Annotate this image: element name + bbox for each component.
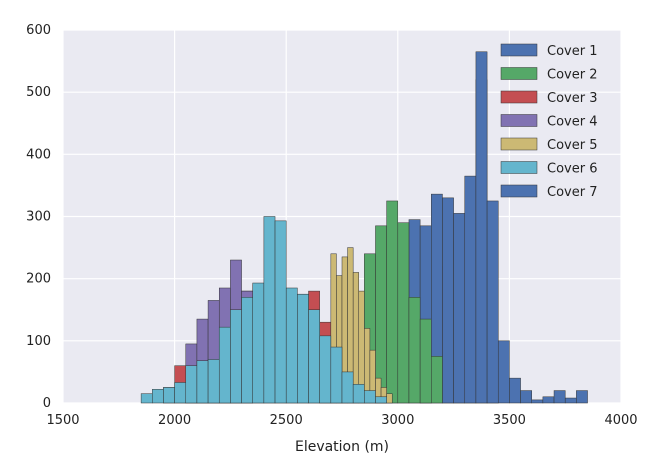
cover-6-bar: [207, 359, 220, 404]
cover-2-bar: [386, 200, 399, 404]
cover-1-bar: [442, 197, 454, 404]
x-tick-labels: 1500 2000 2500 3000 3500 4000: [46, 413, 637, 428]
legend-swatch: [500, 90, 538, 104]
y-tick-label: 200: [26, 272, 51, 287]
x-tick-label: 4000: [604, 413, 637, 428]
cover-6-bar: [308, 309, 320, 404]
legend-swatch: [500, 67, 538, 80]
y-tick-label: 500: [26, 85, 51, 100]
legend-swatch: [500, 137, 538, 151]
legend-swatch: [500, 184, 538, 198]
cover-1-bar: [564, 397, 577, 404]
histogram-bars: [140, 51, 588, 404]
x-tick-label: 2500: [270, 413, 303, 428]
legend: Cover 1 Cover 2 Cover 3 Cover 4 Cover 5 Cover…: [500, 43, 597, 200]
cover-1-bar: [509, 377, 521, 404]
cover-6-bar: [218, 326, 231, 404]
cover-6-bar: [196, 360, 209, 404]
x-axis-label: Elevation (m): [295, 439, 389, 455]
legend-label: Cover 3: [547, 91, 597, 106]
cover-5-bar: [352, 272, 359, 404]
cover-6-bar: [285, 287, 298, 404]
cover-6-bar: [230, 309, 242, 404]
cover-2-bar: [419, 318, 432, 404]
cover-6-bar: [297, 293, 309, 404]
x-tick-label: 2000: [158, 413, 191, 428]
legend-swatch: [500, 43, 538, 57]
cover-6-bar: [174, 382, 187, 404]
cover-1-bar: [464, 175, 477, 404]
legend-label: Cover 6: [547, 162, 597, 177]
x-tick-label: 3500: [493, 413, 526, 428]
cover-6-bar: [364, 390, 376, 404]
cover-6-bar: [185, 365, 198, 404]
cover-1-bar: [486, 200, 499, 404]
cover-1-bar: [553, 390, 566, 404]
cover-6-bar: [274, 220, 287, 404]
cover-6-bar: [375, 396, 387, 404]
cover-6-bar: [140, 393, 153, 404]
cover-2-bar: [375, 225, 387, 404]
legend-label: Cover 2: [547, 68, 597, 83]
cover-6-bar: [319, 335, 332, 404]
cover-6-bar: [241, 297, 253, 404]
legend-swatch: [500, 114, 538, 127]
cover-1-bar: [520, 390, 532, 404]
cover-1-bar: [453, 213, 466, 404]
cover-1-bar: [497, 340, 510, 404]
cover-1-bar: [542, 396, 555, 404]
cover-6-bar: [263, 216, 276, 404]
cover-6-bar: [163, 387, 175, 404]
y-tick-labels: 0 100 200 300 400 500 600: [26, 23, 51, 411]
y-tick-label: 100: [26, 334, 51, 349]
cover-1-bar: [475, 51, 488, 404]
legend-label: Cover 5: [547, 138, 597, 153]
grid-lines: [62, 29, 622, 404]
cover-2-bar: [397, 222, 410, 404]
x-tick-label: 1500: [46, 413, 79, 428]
y-tick-label: 0: [43, 396, 51, 411]
y-tick-label: 400: [26, 147, 51, 162]
cover-6-bar: [252, 282, 265, 404]
legend-label: Cover 4: [547, 115, 597, 130]
legend-swatch: [500, 161, 538, 174]
cover-6-bar: [352, 384, 365, 404]
legend-label: Cover 7: [547, 185, 597, 200]
y-tick-label: 300: [26, 210, 51, 225]
cover-1-bar: [576, 390, 588, 404]
cover-5-bar: [386, 393, 393, 404]
cover-6-bar: [341, 371, 354, 404]
legend-label: Cover 1: [547, 44, 597, 59]
cover-2-bar: [408, 297, 421, 404]
cover-6-bar: [152, 389, 164, 404]
cover-2-bar: [431, 356, 443, 404]
x-tick-label: 3000: [381, 413, 414, 428]
cover-1-bar: [531, 399, 544, 404]
y-tick-label: 600: [26, 23, 51, 38]
cover-6-bar: [330, 346, 343, 404]
